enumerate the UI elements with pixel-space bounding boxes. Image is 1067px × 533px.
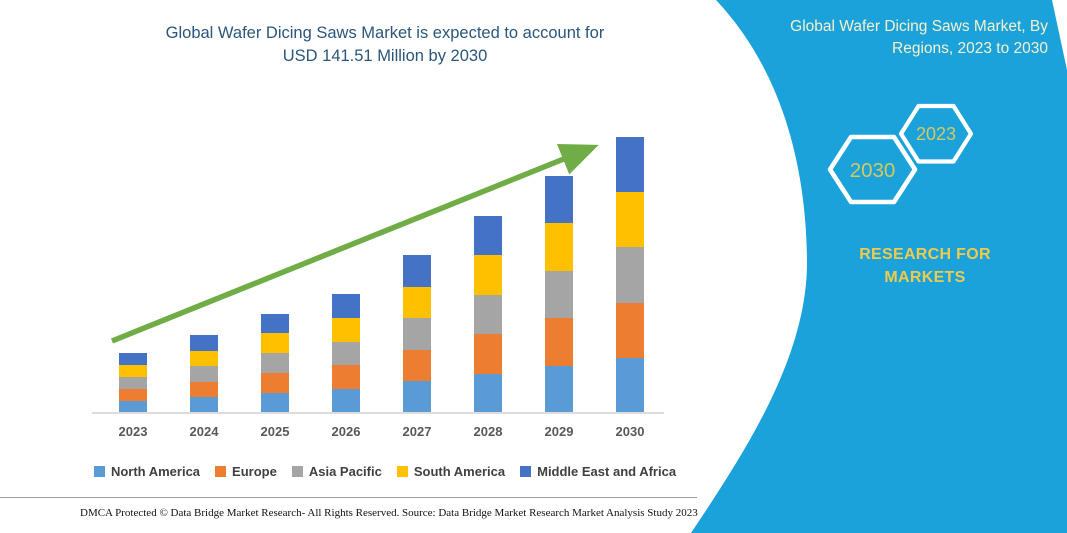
chart-title: Global Wafer Dicing Saws Market is expec… — [60, 22, 710, 68]
segment-asia-pacific-2029 — [545, 270, 573, 319]
segment-north-america-2029 — [545, 365, 573, 413]
hexagon-2023-label: 2023 — [916, 124, 956, 144]
x-axis-line — [92, 412, 664, 414]
footer-divider — [0, 497, 697, 498]
x-axis-label-2029: 2029 — [544, 424, 574, 439]
segment-north-america-2027 — [403, 381, 431, 413]
panel-corner-cut — [1052, 0, 1067, 70]
x-axis-label-2028: 2028 — [473, 424, 503, 439]
segment-middle-east-and-africa-2028 — [474, 216, 502, 256]
segment-south-america-2023 — [119, 364, 147, 377]
bar-2026 — [332, 294, 360, 413]
segment-europe-2024 — [190, 381, 218, 398]
segment-south-america-2027 — [403, 286, 431, 319]
footer-copyright: DMCA Protected © Data Bridge Market Rese… — [80, 507, 400, 519]
x-axis-label-2025: 2025 — [260, 424, 290, 439]
segment-europe-2023 — [119, 388, 147, 401]
brand-line1: RESEARCH FOR — [859, 246, 991, 263]
footer-source: Source: Data Bridge Market Research Mark… — [402, 507, 698, 519]
legend-swatch-asia-pacific — [291, 466, 303, 477]
segment-asia-pacific-2025 — [261, 353, 289, 374]
hexagon-2023-outline — [898, 103, 974, 164]
legend-label-south-america: South America — [413, 464, 506, 479]
segment-europe-2027 — [403, 349, 431, 382]
segment-middle-east-and-africa-2026 — [332, 294, 360, 318]
hexagon-2030: 2030 — [827, 134, 918, 205]
chart-title-line2: USD 141.51 Million by 2030 — [282, 47, 488, 65]
segment-europe-2030 — [616, 302, 644, 358]
segment-europe-2028 — [474, 334, 502, 374]
segment-asia-pacific-2028 — [474, 294, 502, 335]
legend-item-asia-pacific: Asia Pacific — [291, 464, 382, 479]
segment-north-america-2026 — [332, 389, 360, 413]
hexagon-badges: 2023 2030 — [827, 103, 974, 205]
segment-asia-pacific-2027 — [403, 318, 431, 350]
x-axis-label-2026: 2026 — [331, 424, 361, 439]
bar-2023 — [119, 352, 147, 413]
brand-logo-text: RESEARCH FOR MARKETS — [830, 243, 1020, 289]
panel-title: Global Wafer Dicing Saws Market, By Regi… — [708, 16, 1048, 60]
segment-south-america-2025 — [261, 333, 289, 354]
legend-item-north-america: North America — [93, 464, 201, 479]
segment-north-america-2023 — [119, 400, 147, 413]
segment-middle-east-and-africa-2024 — [190, 334, 218, 351]
bar-2025 — [261, 313, 289, 413]
panel-title-line1: Global Wafer Dicing Saws Market, By — [790, 18, 1048, 35]
segment-south-america-2026 — [332, 317, 360, 342]
segment-south-america-2028 — [474, 255, 502, 295]
segment-south-america-2029 — [545, 223, 573, 271]
legend-label-middle-east-and-africa: Middle East and Africa — [537, 464, 677, 479]
legend-label-north-america: North America — [110, 464, 201, 479]
hexagon-2030-outline — [827, 134, 918, 205]
legend-item-south-america: South America — [396, 464, 506, 479]
legend-swatch-south-america — [396, 466, 408, 477]
x-axis-label-2030: 2030 — [615, 424, 645, 439]
segment-europe-2025 — [261, 373, 289, 394]
brand-line2: MARKETS — [884, 269, 966, 286]
chart-legend: North America Europe Asia Pacific South Ame… — [30, 464, 740, 479]
segment-middle-east-and-africa-2030 — [616, 137, 644, 193]
segment-asia-pacific-2023 — [119, 376, 147, 389]
segment-asia-pacific-2026 — [332, 341, 360, 366]
segment-north-america-2024 — [190, 397, 218, 413]
bar-2028 — [474, 216, 502, 413]
panel-title-line2: Regions, 2023 to 2030 — [892, 40, 1048, 57]
segment-middle-east-and-africa-2023 — [119, 352, 147, 365]
x-axis-label-2027: 2027 — [402, 424, 432, 439]
bar-2024 — [190, 334, 218, 413]
segment-asia-pacific-2030 — [616, 247, 644, 303]
segment-north-america-2025 — [261, 393, 289, 413]
bar-2027 — [403, 255, 431, 413]
legend-swatch-europe — [215, 466, 227, 477]
segment-south-america-2024 — [190, 350, 218, 367]
segment-middle-east-and-africa-2027 — [403, 255, 431, 287]
segment-europe-2026 — [332, 365, 360, 390]
x-axis-label-2024: 2024 — [189, 424, 219, 439]
segment-south-america-2030 — [616, 192, 644, 248]
legend-swatch-north-america — [93, 466, 105, 477]
bar-2030 — [616, 137, 644, 413]
hexagon-2023: 2023 — [898, 103, 974, 164]
legend-swatch-middle-east-and-africa — [520, 466, 532, 477]
segment-asia-pacific-2024 — [190, 366, 218, 382]
bar-2029 — [545, 176, 573, 413]
legend-item-middle-east-and-africa: Middle East and Africa — [520, 464, 676, 479]
x-axis-label-2023: 2023 — [118, 424, 148, 439]
segment-europe-2029 — [545, 318, 573, 366]
segment-middle-east-and-africa-2025 — [261, 313, 289, 334]
segment-north-america-2030 — [616, 357, 644, 413]
legend-label-asia-pacific: Asia Pacific — [308, 464, 382, 479]
legend-item-europe: Europe — [215, 464, 277, 479]
legend-label-europe: Europe — [232, 464, 277, 479]
segment-north-america-2028 — [474, 373, 502, 413]
chart-title-line1: Global Wafer Dicing Saws Market is expec… — [165, 24, 605, 42]
segment-middle-east-and-africa-2029 — [545, 176, 573, 224]
hexagon-2030-label: 2030 — [850, 159, 896, 182]
